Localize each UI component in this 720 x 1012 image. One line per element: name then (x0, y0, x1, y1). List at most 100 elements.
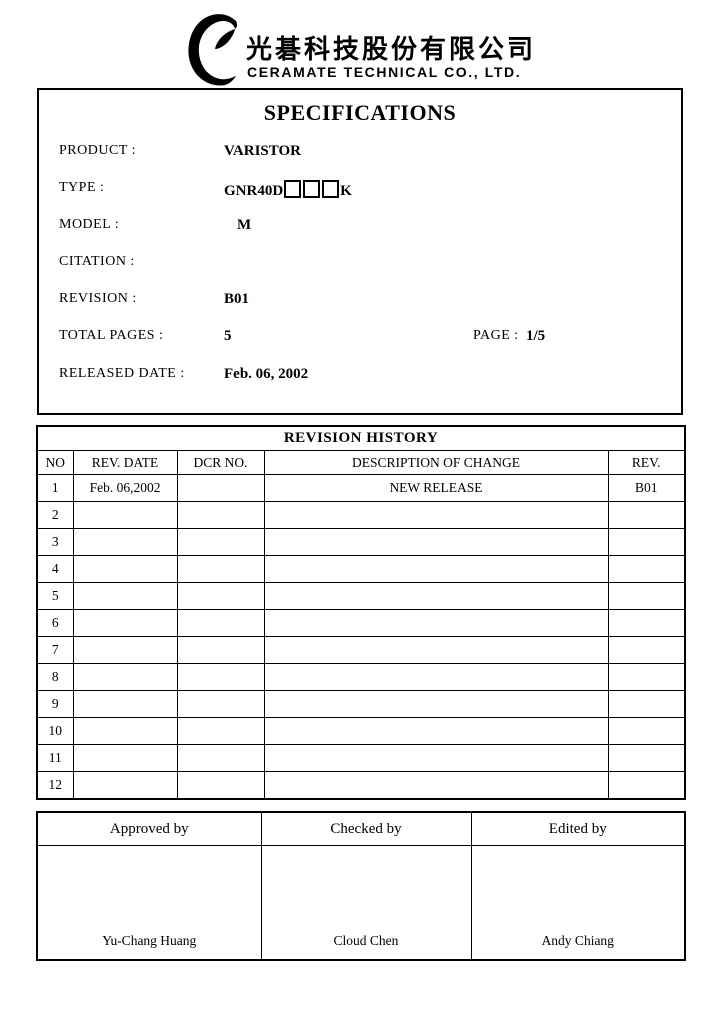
col-dcr-no: DCR NO. (176, 450, 265, 475)
cell-rev (607, 663, 686, 691)
revision-history-table: REVISION HISTORY NO REV. DATE DCR NO. DE… (36, 425, 686, 800)
cell-dcr-no (176, 501, 265, 529)
cell-no: 9 (36, 690, 74, 718)
table-row: 2 (36, 501, 686, 529)
revision-history-title-row: REVISION HISTORY (36, 425, 686, 451)
field-released-date: RELEASED DATE : Feb. 06, 2002 (39, 366, 681, 386)
table-row: 12 (36, 771, 686, 800)
cell-rev (607, 555, 686, 583)
cell-no: 2 (36, 501, 74, 529)
cell-rev (607, 690, 686, 718)
cell-description (263, 609, 609, 637)
table-row: 7 (36, 636, 686, 664)
approved-by-name: Yu-Chang Huang (36, 845, 262, 961)
cell-rev (607, 501, 686, 529)
cell-rev-date (72, 663, 178, 691)
table-row: 6 (36, 609, 686, 637)
cell-rev (607, 744, 686, 772)
edited-by-header: Edited by (470, 811, 686, 846)
field-product: PRODUCT : VARISTOR (39, 143, 681, 163)
type-blank-box (284, 180, 302, 198)
type-value-suffix: K (340, 183, 352, 199)
checked-by-name: Cloud Chen (260, 845, 472, 961)
signoff-signature-row: Yu-Chang Huang Cloud Chen Andy Chiang (36, 845, 686, 961)
field-total-pages: TOTAL PAGES : 5 PAGE : 1/5 (39, 328, 681, 348)
table-row: 3 (36, 528, 686, 556)
cell-rev-date: Feb. 06,2002 (72, 474, 178, 502)
cell-dcr-no (176, 690, 265, 718)
cell-rev (607, 636, 686, 664)
type-value: GNR40D K (224, 180, 352, 200)
cell-description (263, 690, 609, 718)
cell-description (263, 744, 609, 772)
cell-no: 7 (36, 636, 74, 664)
checked-by-header: Checked by (260, 811, 472, 846)
cell-rev-date (72, 609, 178, 637)
model-label: MODEL : (59, 217, 120, 232)
cell-dcr-no (176, 636, 265, 664)
cell-no: 3 (36, 528, 74, 556)
revision-history-title: REVISION HISTORY (36, 425, 686, 451)
cell-description: NEW RELEASE (263, 474, 609, 502)
cell-rev (607, 528, 686, 556)
model-value: M (237, 217, 252, 233)
cell-rev-date (72, 771, 178, 800)
page-label: PAGE : (473, 328, 519, 343)
product-label: PRODUCT : (59, 143, 136, 158)
page-value: 1/5 (526, 328, 546, 344)
revision-label: REVISION : (59, 291, 137, 306)
cell-rev-date (72, 501, 178, 529)
approved-by-header: Approved by (36, 811, 262, 846)
type-label: TYPE : (59, 180, 105, 195)
company-logo-icon (186, 11, 244, 89)
type-blank-box (303, 180, 321, 198)
type-value-prefix: GNR40D (224, 183, 284, 199)
cell-rev (607, 609, 686, 637)
edited-by-name: Andy Chiang (470, 845, 686, 961)
table-row: 9 (36, 690, 686, 718)
cell-no: 1 (36, 474, 74, 502)
field-type: TYPE : GNR40D K (39, 180, 681, 200)
released-date-label: RELEASED DATE : (59, 366, 185, 381)
cell-no: 4 (36, 555, 74, 583)
signoff-table: Approved by Checked by Edited by Yu-Chan… (36, 811, 686, 961)
cell-description (263, 555, 609, 583)
table-row: 8 (36, 663, 686, 691)
cell-dcr-no (176, 528, 265, 556)
col-no: NO (36, 450, 74, 475)
table-row: 10 (36, 717, 686, 745)
cell-rev-date (72, 555, 178, 583)
released-date-value: Feb. 06, 2002 (224, 366, 309, 382)
cell-dcr-no (176, 717, 265, 745)
cell-rev (607, 771, 686, 800)
col-rev: REV. (607, 450, 686, 475)
table-row: 5 (36, 582, 686, 610)
product-value: VARISTOR (224, 143, 301, 159)
cell-description (263, 717, 609, 745)
cell-rev (607, 582, 686, 610)
field-revision: REVISION : B01 (39, 291, 681, 311)
col-description: DESCRIPTION OF CHANGE (263, 450, 609, 475)
company-name-en: CERAMATE TECHNICAL CO., LTD. (247, 64, 522, 80)
field-model: MODEL : M (39, 217, 681, 237)
revision-value: B01 (224, 291, 250, 307)
cell-dcr-no (176, 744, 265, 772)
table-row: 1 Feb. 06,2002 NEW RELEASE B01 (36, 474, 686, 502)
cell-dcr-no (176, 771, 265, 800)
cell-no: 6 (36, 609, 74, 637)
citation-label: CITATION : (59, 254, 135, 269)
cell-rev-date (72, 690, 178, 718)
cell-no: 11 (36, 744, 74, 772)
col-rev-date: REV. DATE (72, 450, 178, 475)
spec-box: SPECIFICATIONS PRODUCT : VARISTOR TYPE :… (37, 88, 683, 415)
signoff-header-row: Approved by Checked by Edited by (36, 811, 686, 846)
cell-description (263, 528, 609, 556)
cell-description (263, 771, 609, 800)
type-blank-box (322, 180, 340, 198)
total-pages-value: 5 (224, 328, 232, 344)
field-citation: CITATION : (39, 254, 681, 274)
cell-description (263, 582, 609, 610)
cell-no: 10 (36, 717, 74, 745)
cell-rev-date (72, 582, 178, 610)
